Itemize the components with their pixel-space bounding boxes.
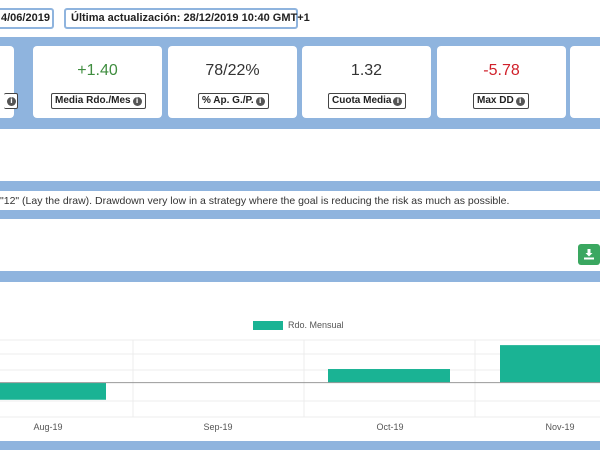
chart-band (0, 271, 600, 282)
x-tick-label: Aug-19 (33, 422, 62, 432)
info-icon[interactable]: i (515, 97, 525, 106)
stat-label-max-dd: Max DD i (473, 93, 529, 109)
chart-bar-Aug-19 (0, 382, 106, 400)
info-icon[interactable]: i (255, 97, 265, 106)
chart-bar-Nov-19 (500, 345, 600, 383)
strategy-description: "12" (Lay the draw). Drawdown very low i… (0, 195, 510, 207)
stat-label-max-dd-text: Max DD (477, 95, 514, 106)
stat-card-avg-odds: 1.32 Cuota Media i (302, 46, 431, 118)
x-tick-label: Oct-19 (376, 422, 403, 432)
stat-label-win-loss: % Ap. G./P. i (198, 93, 269, 109)
x-tick-label: Sep-19 (203, 422, 232, 432)
stat-card-partial-label: i (4, 93, 18, 109)
info-icon[interactable]: i (393, 97, 403, 106)
stat-card-max-dd: -5.78 Max DD i (437, 46, 566, 118)
info-icon[interactable]: i (7, 97, 16, 106)
chart-bar-Oct-19 (328, 369, 450, 383)
monthly-result-chart: Aug-19 Sep-19 Oct-19 Nov-19 Rdo. Mensual (0, 300, 600, 440)
stat-card-win-loss: 78/22% % Ap. G./P. i (168, 46, 297, 118)
stat-value-avg-odds: 1.32 (350, 62, 383, 79)
stat-card-avg-monthly: +1.40 Media Rdo./Mes i (33, 46, 162, 118)
stat-label-avg-odds-text: Cuota Media (332, 95, 392, 106)
stat-card-partial-right (570, 46, 600, 118)
stat-card-partial: i (0, 46, 18, 118)
stat-label-avg-odds: Cuota Media i (328, 93, 407, 109)
legend-label: Rdo. Mensual (288, 320, 344, 330)
chart-svg: Aug-19 Sep-19 Oct-19 Nov-19 Rdo. Mensual (0, 320, 600, 432)
stat-value-win-loss: 78/22% (205, 62, 260, 79)
info-icon[interactable]: i (132, 97, 142, 106)
x-tick-label: Nov-19 (545, 422, 574, 432)
download-button[interactable] (578, 244, 600, 265)
last-update-badge: Última actualización: 28/12/2019 10:40 G… (64, 8, 310, 29)
stat-value-avg-monthly: +1.40 (77, 62, 118, 79)
download-icon (584, 249, 594, 260)
stat-label-avg-monthly: Media Rdo./Mes i (51, 93, 146, 109)
stat-value-max-dd: -5.78 (483, 62, 520, 79)
bottom-band (0, 441, 600, 450)
legend-swatch (253, 321, 283, 330)
description-band-top (0, 181, 600, 191)
description-band-bottom (0, 210, 600, 219)
stat-label-avg-monthly-text: Media Rdo./Mes (55, 95, 131, 106)
start-date-badge: 4/06/2019 (0, 8, 54, 29)
stat-label-win-loss-text: % Ap. G./P. (202, 95, 254, 106)
